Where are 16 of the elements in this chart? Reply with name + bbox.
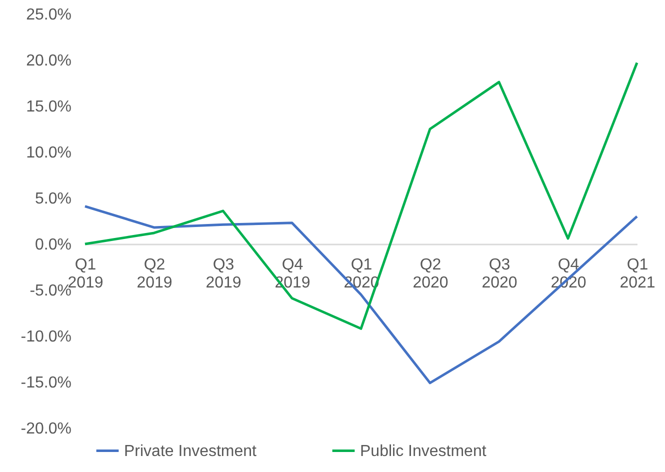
y-tick-label: -15.0% (20, 374, 72, 392)
y-tick-label: 0.0% (35, 236, 72, 254)
y-tick-label: 5.0% (35, 190, 72, 208)
legend-label: Public Investment (360, 442, 487, 460)
y-tick-label: -10.0% (20, 328, 72, 346)
y-tick-label: -20.0% (20, 420, 72, 438)
y-tick-label: 25.0% (26, 6, 72, 24)
x-tick-label: Q1 2021 (620, 256, 656, 292)
legend-label: Private Investment (124, 442, 258, 460)
x-tick-label: Q3 2019 (206, 256, 242, 292)
y-tick-label: 20.0% (26, 52, 72, 70)
y-tick-label: 15.0% (26, 98, 72, 116)
x-tick-label: Q2 2019 (136, 256, 172, 292)
x-tick-label: Q2 2020 (412, 256, 448, 292)
x-tick-label: Q3 2020 (482, 256, 518, 292)
y-tick-label: 10.0% (26, 144, 72, 162)
